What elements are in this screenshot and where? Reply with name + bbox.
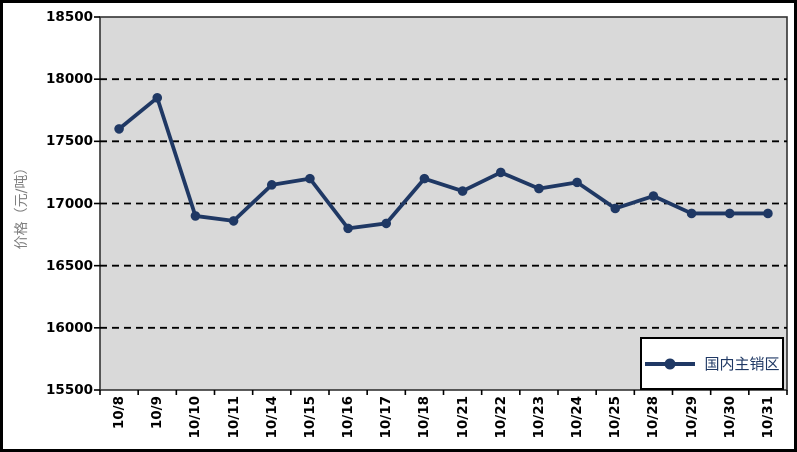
data-point (457, 186, 468, 196)
data-point (152, 93, 163, 103)
y-tick-label: 15500 (46, 382, 93, 398)
x-tick-label: 10/23 (530, 396, 547, 439)
x-tick-label: 10/16 (340, 396, 357, 439)
y-tick-label: 17500 (46, 133, 93, 150)
y-tick-label: 18500 (46, 9, 93, 25)
y-tick-label: 16500 (46, 257, 93, 274)
x-tick-label: 10/22 (492, 396, 509, 439)
x-tick-label: 10/31 (759, 396, 776, 439)
legend: 国内主销区 (640, 337, 784, 390)
y-tick-label: 17000 (46, 195, 93, 212)
data-point (648, 191, 659, 201)
x-tick-label: 10/24 (569, 396, 586, 439)
chart-canvas (94, 16, 788, 395)
data-point (305, 173, 315, 184)
x-tick-label: 10/10 (187, 396, 204, 439)
data-point (495, 167, 506, 178)
x-tick-label: 10/9 (149, 396, 166, 430)
x-tick-label: 10/8 (111, 396, 128, 430)
data-point (610, 203, 621, 214)
data-point (381, 218, 392, 229)
x-tick-label: 10/25 (607, 396, 624, 439)
x-tick-label: 10/14 (263, 396, 280, 439)
x-tick-label: 10/29 (683, 396, 700, 439)
data-point (686, 208, 697, 219)
x-tick-label: 10/17 (378, 396, 395, 439)
data-point (114, 124, 124, 134)
legend-marker-icon (645, 358, 696, 369)
x-tick-label: 10/21 (454, 396, 471, 439)
legend-label: 国内主销区 (704, 355, 780, 373)
x-tick-label: 10/28 (645, 396, 662, 439)
data-point (572, 177, 582, 188)
plot-area (99, 16, 788, 391)
y-tick-label: 16000 (46, 319, 93, 336)
x-tick-label: 10/30 (721, 396, 738, 439)
data-point (190, 211, 201, 221)
data-point (724, 208, 735, 219)
data-point (419, 173, 430, 184)
x-tick-label: 10/15 (301, 396, 318, 439)
y-axis-title: 价格（元/吨） (14, 160, 30, 250)
data-point (534, 183, 544, 194)
x-tick-label: 10/18 (416, 396, 433, 439)
data-point (343, 223, 353, 234)
x-tick-label: 10/11 (225, 396, 242, 439)
data-point (763, 208, 773, 219)
series-line (117, 95, 770, 231)
y-tick-label: 18000 (46, 71, 93, 88)
data-point (266, 180, 277, 190)
data-point (228, 216, 239, 226)
